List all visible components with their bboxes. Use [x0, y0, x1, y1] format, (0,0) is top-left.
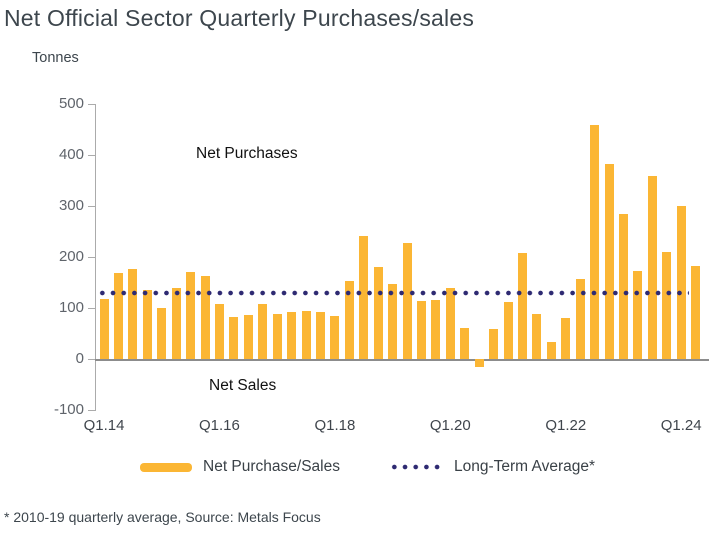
bar-Q4.18	[373, 267, 383, 359]
bar-Q1.14	[99, 298, 109, 359]
bar-Q3.19	[416, 300, 426, 359]
long-term-average-line	[97, 289, 689, 296]
legend-average-label: Long-Term Average*	[454, 458, 596, 475]
legend-bar-swatch	[140, 462, 192, 472]
bar-Q2.16	[229, 317, 239, 359]
y-axis-tick	[88, 155, 95, 156]
bar-Q4.20	[489, 328, 499, 359]
bar-Q3.18	[359, 235, 369, 359]
y-tick-label-400: 400	[58, 146, 84, 163]
x-tick-label-Q1.18: Q1.18	[314, 417, 356, 434]
bar-Q3.22	[590, 125, 600, 359]
zero-gridline	[95, 359, 709, 361]
bar-Q2.24	[691, 265, 701, 359]
chart-title: Net Official Sector Quarterly Purchases/…	[4, 5, 475, 31]
bar-Q2.14	[113, 273, 123, 359]
y-axis-tick	[88, 410, 95, 411]
x-tick-label-Q1.14: Q1.14	[83, 417, 125, 434]
y-axis-tick	[88, 206, 95, 207]
bar-Q2.15	[171, 287, 181, 359]
bar-Q2.22	[575, 279, 585, 359]
bar-Q4.23	[662, 251, 672, 359]
bar-Q2.17	[287, 311, 297, 359]
footnote: * 2010-19 quarterly average, Source: Met…	[4, 509, 321, 525]
x-tick-label-Q1.22: Q1.22	[545, 417, 587, 434]
y-tick-label--100: -100	[53, 401, 84, 418]
x-tick-label-Q1.24: Q1.24	[660, 417, 702, 434]
bar-Q2.21	[517, 253, 527, 359]
bar-Q1.17	[272, 313, 282, 359]
bar-Q1.20	[445, 287, 455, 359]
bar-Q3.23	[647, 176, 657, 359]
bar-Q1.22	[561, 318, 571, 359]
bar-Q1.18	[330, 316, 340, 359]
y-tick-label-100: 100	[58, 299, 84, 316]
bar-Q1.24	[676, 206, 686, 359]
bar-Q4.16	[258, 304, 268, 359]
bar-Q3.14	[128, 269, 138, 359]
bar-Q1.21	[503, 301, 513, 359]
bar-Q4.19	[431, 299, 441, 359]
y-tick-label-500: 500	[58, 95, 84, 112]
y-tick-label-200: 200	[58, 248, 84, 265]
y-axis-tick	[88, 257, 95, 258]
bar-Q2.23	[633, 271, 643, 359]
bar-Q4.14	[142, 289, 152, 359]
plot-area: Net Purchases Net Sales	[95, 104, 709, 410]
legend-bar-label: Net Purchase/Sales	[203, 458, 340, 475]
bar-Q3.21	[532, 314, 542, 359]
bar-Q3.15	[186, 272, 196, 359]
bar-Q2.18	[344, 281, 354, 359]
net-purchases-annotation: Net Purchases	[196, 145, 298, 162]
legend-dotted-line-swatch	[389, 464, 445, 470]
bar-Q4.21	[546, 342, 556, 359]
bar-Q3.17	[301, 310, 311, 359]
bar-Q2.20	[460, 327, 470, 359]
bar-Q1.16	[214, 303, 224, 359]
y-tick-label-300: 300	[58, 197, 84, 214]
bar-Q1.19	[388, 283, 398, 359]
y-axis-line	[95, 104, 96, 411]
bar-Q3.16	[243, 314, 253, 359]
bar-Q4.17	[315, 312, 325, 359]
legend: Net Purchase/Sales Long-Term Average*	[140, 457, 595, 477]
bar-Q1.15	[157, 308, 167, 359]
y-axis-tick	[88, 104, 95, 105]
y-axis-units-label: Tonnes	[32, 50, 79, 66]
y-tick-label-0: 0	[75, 350, 84, 367]
bar-Q2.19	[402, 242, 412, 359]
x-tick-label-Q1.20: Q1.20	[429, 417, 471, 434]
y-axis-tick	[88, 359, 95, 360]
bar-Q3.20	[474, 359, 484, 368]
net-sales-annotation: Net Sales	[209, 377, 277, 394]
bar-Q4.15	[200, 276, 210, 359]
x-tick-label-Q1.16: Q1.16	[199, 417, 240, 434]
bar-Q1.23	[618, 213, 628, 359]
bar-Q4.22	[604, 164, 614, 359]
y-axis-tick	[88, 308, 95, 309]
